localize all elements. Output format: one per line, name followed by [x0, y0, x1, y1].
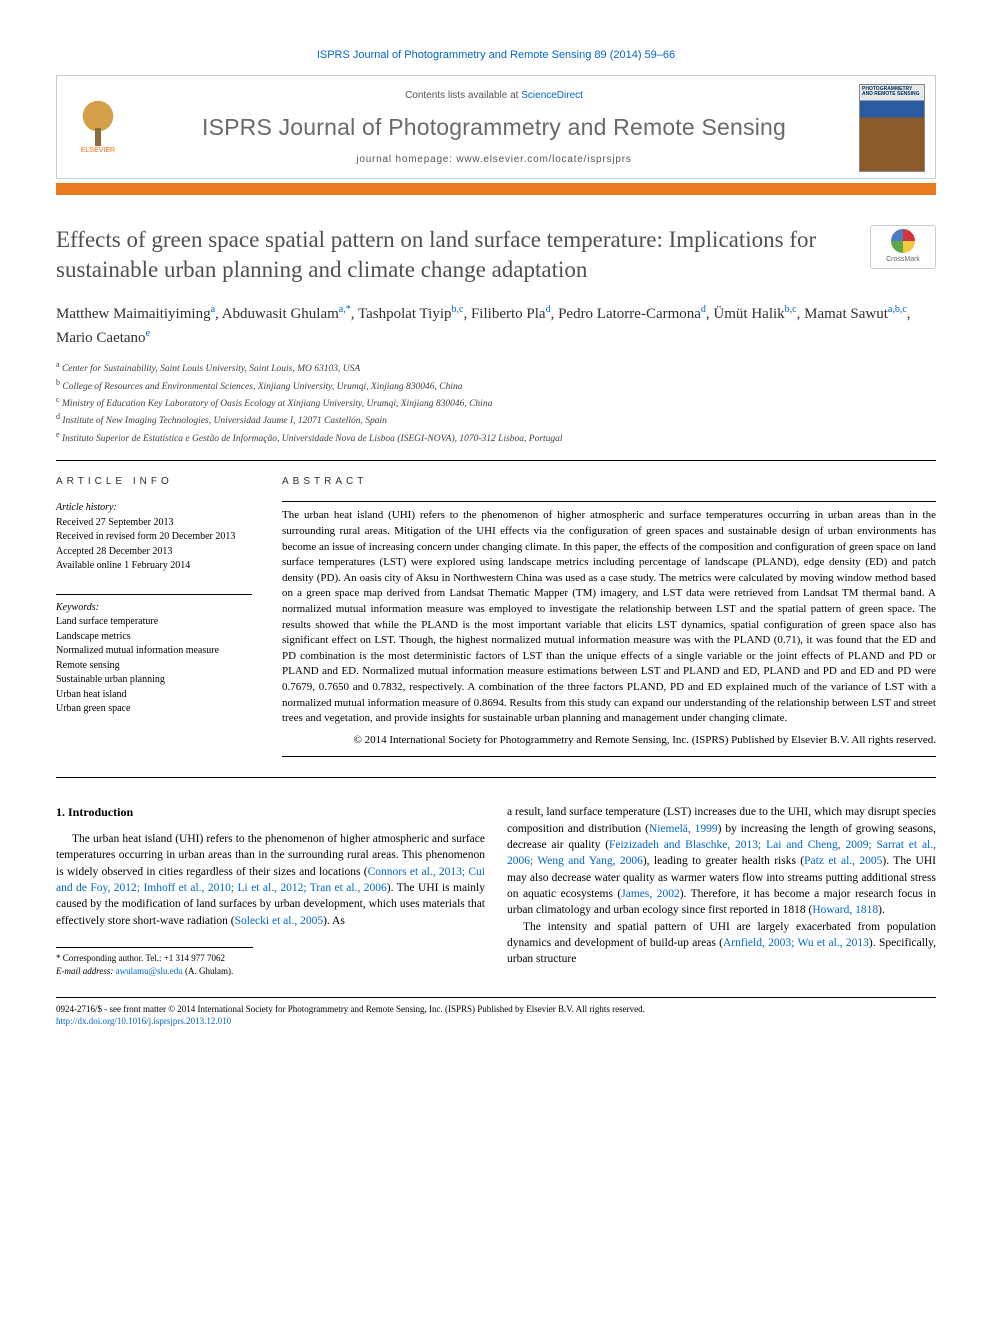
- body-column-left: 1. Introduction The urban heat island (U…: [56, 804, 485, 977]
- email-label: E-mail address:: [56, 966, 116, 976]
- affiliation-line: b College of Resources and Environmental…: [56, 377, 936, 394]
- journal-homepage: journal homepage: www.elsevier.com/locat…: [139, 153, 849, 167]
- crossmark-icon: [891, 229, 915, 253]
- article-info-heading: ARTICLE INFO: [56, 475, 252, 489]
- copyright-line: © 2014 International Society for Photogr…: [282, 733, 936, 748]
- intro-heading: 1. Introduction: [56, 804, 485, 821]
- intro-paragraph-1: The urban heat island (UHI) refers to th…: [56, 831, 485, 929]
- corr-suffix: (A. Ghulam).: [183, 966, 234, 976]
- publisher-name: ELSEVIER: [81, 146, 115, 156]
- corr-tel: * Corresponding author. Tel.: +1 314 977…: [56, 952, 253, 965]
- authors-line: Matthew Maimaitiyiminga, Abduwasit Ghula…: [56, 302, 936, 349]
- article-history: Article history: Received 27 September 2…: [56, 501, 252, 574]
- corr-email[interactable]: awulamu@slu.edu: [116, 966, 183, 976]
- abstract-heading: ABSTRACT: [282, 475, 936, 489]
- journal-name: ISPRS Journal of Photogrammetry and Remo…: [139, 111, 849, 143]
- history-received: Received 27 September 2013: [56, 516, 252, 531]
- corresponding-author-block: * Corresponding author. Tel.: +1 314 977…: [56, 947, 253, 977]
- divider: [282, 501, 936, 502]
- journal-cover-thumbnail: PHOTOGRAMMETRY AND REMOTE SENSING: [859, 84, 925, 172]
- crossmark-label: CrossMark: [886, 255, 920, 265]
- contents-prefix: Contents lists available at: [405, 90, 521, 101]
- divider: [56, 594, 252, 595]
- keyword-item: Landscape metrics: [56, 630, 252, 645]
- abstract-column: ABSTRACT The urban heat island (UHI) ref…: [282, 475, 936, 763]
- affiliation-line: d Institute of New Imaging Technologies,…: [56, 411, 936, 428]
- intro-paragraph-2: a result, land surface temperature (LST)…: [507, 804, 936, 918]
- keyword-item: Urban green space: [56, 702, 252, 717]
- sciencedirect-link[interactable]: ScienceDirect: [521, 90, 583, 101]
- divider: [56, 777, 936, 778]
- homepage-label: journal homepage:: [356, 154, 456, 165]
- crossmark-badge[interactable]: CrossMark: [870, 225, 936, 269]
- divider: [56, 460, 936, 461]
- cover-title-text: PHOTOGRAMMETRY AND REMOTE SENSING: [862, 87, 922, 97]
- footer-doi-link[interactable]: http://dx.doi.org/10.1016/j.isprsjprs.20…: [56, 1016, 231, 1026]
- journal-header-banner: ELSEVIER Contents lists available at Sci…: [56, 75, 936, 179]
- keyword-item: Sustainable urban planning: [56, 673, 252, 688]
- keyword-item: Land surface temperature: [56, 615, 252, 630]
- homepage-url[interactable]: www.elsevier.com/locate/isprsjprs: [456, 154, 631, 165]
- history-label: Article history:: [56, 501, 252, 516]
- article-info-column: ARTICLE INFO Article history: Received 2…: [56, 475, 252, 763]
- abstract-text: The urban heat island (UHI) refers to th…: [282, 508, 936, 727]
- keyword-item: Remote sensing: [56, 659, 252, 674]
- elsevier-tree-icon: [75, 100, 121, 146]
- history-online: Available online 1 February 2014: [56, 559, 252, 574]
- body-columns: 1. Introduction The urban heat island (U…: [56, 804, 936, 977]
- affiliation-line: e Instituto Superior de Estatística e Ge…: [56, 429, 936, 446]
- affiliation-line: a Center for Sustainability, Saint Louis…: [56, 359, 936, 376]
- divider: [282, 756, 936, 757]
- keyword-item: Urban heat island: [56, 688, 252, 703]
- affiliation-line: c Ministry of Education Key Laboratory o…: [56, 394, 936, 411]
- keywords-label: Keywords:: [56, 601, 252, 616]
- affiliations-block: a Center for Sustainability, Saint Louis…: [56, 359, 936, 446]
- keywords-block: Keywords: Land surface temperatureLandsc…: [56, 601, 252, 717]
- contents-available-line: Contents lists available at ScienceDirec…: [139, 89, 849, 103]
- corr-email-line: E-mail address: awulamu@slu.edu (A. Ghul…: [56, 965, 253, 978]
- keyword-item: Normalized mutual information measure: [56, 644, 252, 659]
- body-column-right: a result, land surface temperature (LST)…: [507, 804, 936, 977]
- history-revised: Received in revised form 20 December 201…: [56, 530, 252, 545]
- footer-block: 0924-2716/$ - see front matter © 2014 In…: [56, 997, 936, 1027]
- accent-bar: [56, 183, 936, 195]
- intro-paragraph-3: The intensity and spatial pattern of UHI…: [507, 919, 936, 968]
- article-title: Effects of green space spatial pattern o…: [56, 225, 850, 284]
- citation-line: ISPRS Journal of Photogrammetry and Remo…: [56, 48, 936, 63]
- header-center: Contents lists available at ScienceDirec…: [139, 89, 849, 167]
- elsevier-logo: ELSEVIER: [67, 93, 129, 163]
- history-accepted: Accepted 28 December 2013: [56, 545, 252, 560]
- footer-issn: 0924-2716/$ - see front matter © 2014 In…: [56, 1003, 936, 1015]
